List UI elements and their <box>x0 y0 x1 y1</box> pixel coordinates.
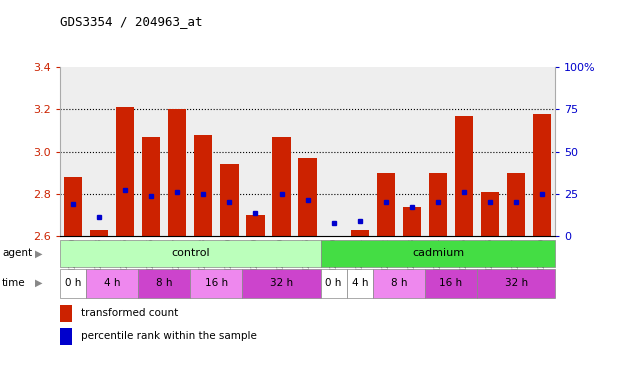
Bar <box>477 269 555 298</box>
Bar <box>246 215 264 236</box>
Text: ▶: ▶ <box>35 278 42 288</box>
Bar <box>60 67 86 236</box>
Bar <box>477 67 503 236</box>
Text: GDS3354 / 204963_at: GDS3354 / 204963_at <box>60 15 203 28</box>
Bar <box>242 269 321 298</box>
Bar <box>373 269 425 298</box>
Bar <box>138 67 164 236</box>
Text: percentile rank within the sample: percentile rank within the sample <box>81 331 257 341</box>
Text: 8 h: 8 h <box>391 278 407 288</box>
Bar <box>295 67 321 236</box>
Text: 8 h: 8 h <box>156 278 172 288</box>
Bar <box>351 230 369 236</box>
Bar <box>216 67 242 236</box>
Bar <box>164 67 191 236</box>
Bar <box>321 269 346 298</box>
Bar <box>533 114 551 236</box>
Bar <box>116 107 134 236</box>
Text: 32 h: 32 h <box>505 278 528 288</box>
Bar <box>455 116 473 236</box>
Bar <box>60 269 86 298</box>
Text: 0 h: 0 h <box>65 278 81 288</box>
Bar <box>138 269 191 298</box>
Bar <box>399 67 425 236</box>
Text: 4 h: 4 h <box>104 278 121 288</box>
Bar <box>86 269 138 298</box>
Bar <box>321 67 346 236</box>
Text: cadmium: cadmium <box>412 248 464 258</box>
Bar <box>425 269 477 298</box>
Bar <box>298 158 317 236</box>
Bar <box>60 305 72 322</box>
Bar <box>60 328 72 345</box>
Bar <box>191 67 216 236</box>
Bar <box>346 67 373 236</box>
Bar <box>507 173 525 236</box>
Text: agent: agent <box>2 248 32 258</box>
Bar <box>86 67 112 236</box>
Bar <box>194 135 213 236</box>
Text: time: time <box>2 278 25 288</box>
Text: control: control <box>171 248 209 258</box>
Bar <box>242 67 269 236</box>
Bar <box>346 269 373 298</box>
Text: transformed count: transformed count <box>81 308 178 318</box>
Bar <box>429 173 447 236</box>
Bar <box>373 67 399 236</box>
Bar <box>321 240 555 267</box>
Text: 32 h: 32 h <box>270 278 293 288</box>
Bar <box>377 173 395 236</box>
Bar <box>503 67 529 236</box>
Bar <box>191 269 242 298</box>
Bar <box>168 109 186 236</box>
Bar <box>529 67 555 236</box>
Bar <box>60 240 321 267</box>
Bar <box>220 164 239 236</box>
Bar <box>481 192 499 236</box>
Bar <box>269 67 295 236</box>
Bar <box>425 67 451 236</box>
Bar <box>64 177 82 236</box>
Text: 4 h: 4 h <box>351 278 368 288</box>
Bar <box>142 137 160 236</box>
Text: 16 h: 16 h <box>205 278 228 288</box>
Bar <box>90 230 108 236</box>
Bar <box>112 67 138 236</box>
Text: ▶: ▶ <box>35 248 42 258</box>
Text: 0 h: 0 h <box>326 278 342 288</box>
Bar <box>403 207 421 236</box>
Bar <box>273 137 291 236</box>
Bar <box>451 67 477 236</box>
Text: 16 h: 16 h <box>439 278 463 288</box>
